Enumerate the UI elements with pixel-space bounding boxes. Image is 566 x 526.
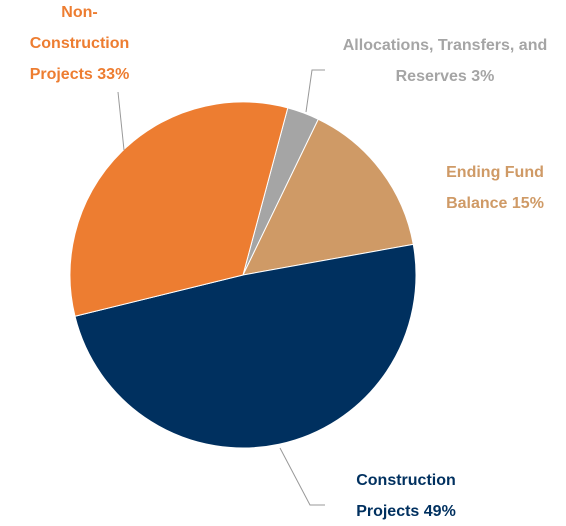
value-label: 15%: [511, 195, 544, 212]
leader-line: [117, 91, 125, 151]
value-label: 49%: [423, 503, 456, 520]
slice-label: Ending Fund Balance 15%: [428, 157, 562, 219]
pie-slice: [242, 118, 414, 276]
slice-label: Construction Projects 49%: [336, 465, 476, 526]
pie-slice: [74, 243, 417, 449]
leader-line: [279, 447, 325, 506]
category-label: Ending Fund Balance: [446, 164, 544, 212]
value-label: 33%: [97, 66, 130, 83]
slice-label: Allocations, Transfers, and Reserves 3%: [330, 30, 560, 92]
value-label: 3%: [471, 68, 495, 85]
pie-slice: [69, 101, 289, 317]
slice-label: Non-Construction Projects 33%: [22, 0, 137, 90]
leader-line: [305, 69, 325, 113]
category-label: Construction Projects: [356, 472, 456, 520]
category-label: Non-Construction Projects: [29, 4, 130, 83]
category-label: Allocations, Transfers, and Reserves: [342, 37, 548, 85]
